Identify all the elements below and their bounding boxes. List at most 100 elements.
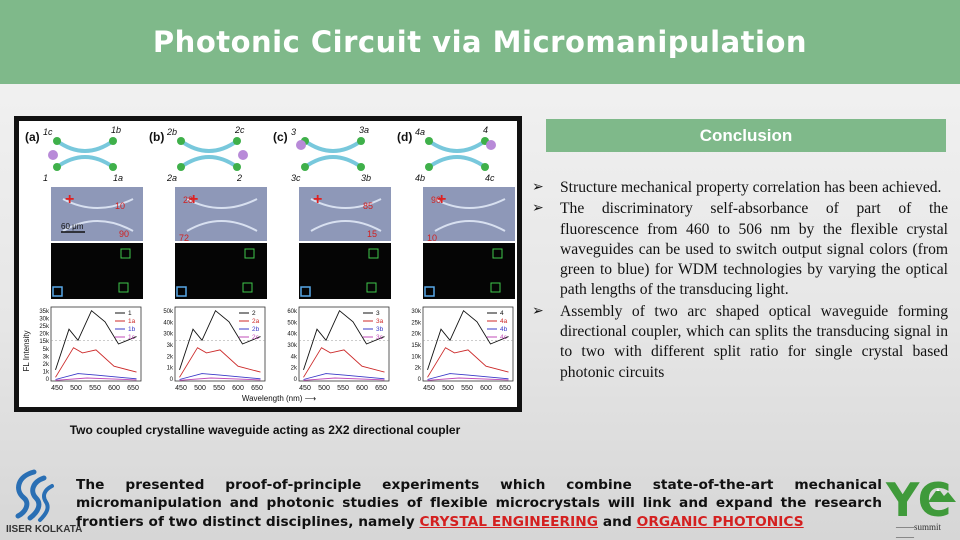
waveguide-arc [303, 139, 363, 153]
x-tick-label: 500 [318, 385, 330, 392]
y-tick-label: 50k [163, 309, 174, 315]
y-tick-label: 25k [411, 320, 422, 326]
x-tick-label: 550 [461, 385, 473, 392]
spectrum-series-2 [179, 309, 261, 371]
port-dot [233, 137, 241, 145]
port-label: 3a [359, 125, 369, 135]
port-label: 2a [166, 173, 177, 183]
output-box [366, 282, 377, 293]
port-label: 3 [291, 127, 296, 137]
x-tick-label: 600 [232, 385, 244, 392]
x-tick-label: 450 [423, 385, 435, 392]
y-tick-label: 5k [43, 347, 50, 353]
legend-label: 1b [128, 326, 136, 333]
x-tick-label: 550 [337, 385, 349, 392]
title-banner: Photonic Circuit via Micromanipulation [0, 0, 960, 84]
legend-label: 4 [500, 310, 504, 317]
port-label: 4a [415, 127, 425, 137]
y-tick-label: 40k [287, 332, 298, 338]
summit-label: ——summit—— [896, 522, 942, 540]
y-tick-label: 2k [291, 366, 298, 372]
y-tick-label: 15k [411, 343, 422, 349]
legend-label: 4c [500, 334, 508, 341]
micrograph [423, 187, 515, 241]
port-label: 1b [111, 125, 121, 135]
port-label: 4c [485, 173, 495, 183]
conclusion-item-text: Structure mechanical property correlatio… [560, 179, 942, 196]
spectrum-frame [298, 306, 390, 382]
micrograph [299, 187, 391, 241]
port-label: 1a [113, 173, 123, 183]
split-value: 10 [115, 201, 125, 211]
split-value: 90 [431, 195, 441, 205]
port-label: 2c [234, 125, 245, 135]
x-tick-label: 600 [356, 385, 368, 392]
x-tick-label: 650 [251, 385, 263, 392]
laser-glow-dot [296, 140, 306, 150]
y-tick-label: 30k [39, 317, 50, 323]
y-tick-label: 35k [39, 309, 50, 315]
spectrum-series-1a [55, 347, 137, 378]
y-tick-label: 30k [287, 343, 298, 349]
footer-joiner: and [602, 513, 632, 530]
legend-label: 4a [500, 318, 508, 325]
port-dot [357, 163, 365, 171]
split-value: 85 [363, 201, 373, 211]
port-dot [53, 163, 61, 171]
yc-mountain-icon: YC [885, 473, 956, 527]
output-box [52, 286, 63, 297]
y-tick-label: 30k [411, 309, 422, 315]
panel-label: (b) [149, 130, 164, 144]
y-tick-label: 10k [411, 354, 422, 360]
split-value: 28 [183, 195, 193, 205]
split-value: 10 [427, 233, 437, 243]
spectrum-series-1c [55, 377, 137, 381]
conclusion-item: ➢ Assembly of two arc shaped optical wav… [530, 302, 948, 383]
x-axis-label: Wavelength (nm) ⟶ [242, 394, 317, 403]
highlight-crystal-engineering: CRYSTAL ENGINEERING [419, 513, 599, 530]
legend-label: 1 [128, 310, 132, 317]
micrograph-crystal [186, 220, 258, 232]
output-box [424, 286, 435, 297]
output-box [176, 286, 187, 297]
waveguide-arc [55, 155, 115, 169]
port-label: 4b [415, 173, 425, 183]
x-tick-label: 550 [89, 385, 101, 392]
port-label: 3c [291, 173, 301, 183]
y-tick-label: 3k [43, 354, 50, 360]
y-tick-label: 20k [411, 332, 422, 338]
spectrum-series-4c [427, 377, 509, 381]
y-tick-label: 1k [43, 369, 50, 375]
spectrum-series-1 [55, 309, 137, 371]
output-box [368, 248, 379, 259]
spectrum-series-3c [303, 377, 385, 381]
iiser-emblem-icon [15, 469, 54, 522]
micrograph-crystal [62, 220, 134, 232]
legend-label: 3 [376, 310, 380, 317]
legend-label: 3b [376, 326, 384, 333]
legend-label: 2b [252, 326, 260, 333]
legend-label: 3c [376, 334, 384, 341]
spectrum-frame [174, 306, 266, 382]
panel-label: (c) [273, 130, 288, 144]
micrograph-crystal [434, 198, 506, 209]
cross-mark: + [65, 191, 74, 208]
port-dot [109, 163, 117, 171]
legend-label: 2c [252, 334, 260, 341]
laser-glow-dot [238, 150, 248, 160]
port-label: 1 [43, 173, 48, 183]
port-label: 2b [166, 127, 177, 137]
x-tick-label: 500 [70, 385, 82, 392]
split-value: 72 [179, 233, 189, 243]
y-tick-label: 0 [170, 377, 174, 383]
iiser-name: IISER KOLKATA [6, 524, 83, 535]
y-tick-label: 60k [287, 309, 298, 315]
output-box [120, 248, 131, 259]
conclusion-list: ➢ Structure mechanical property correlat… [530, 178, 948, 384]
spectrum-series-3b [303, 373, 385, 380]
x-tick-label: 550 [213, 385, 225, 392]
spectrum-series-3 [303, 309, 385, 371]
micrograph-crystal [186, 198, 258, 209]
port-dot [109, 137, 117, 145]
